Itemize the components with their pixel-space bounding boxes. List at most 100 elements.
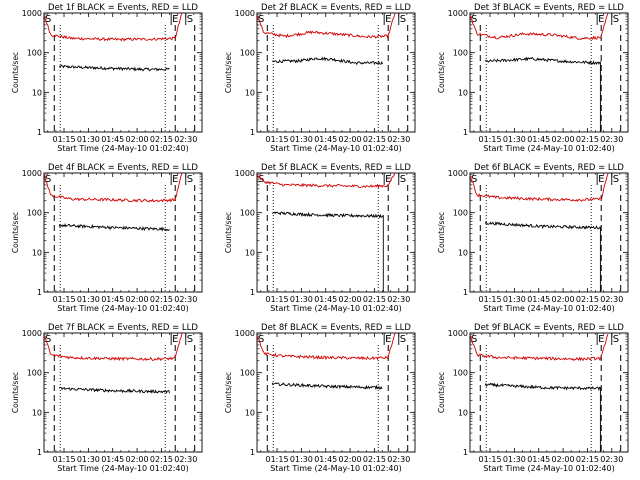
y-tick-label: 1000 (22, 9, 42, 18)
lld-series-line (469, 12, 609, 40)
y-tick-label: 1000 (448, 169, 468, 178)
x-tick-label: 02:00 (339, 295, 362, 304)
x-tick-label: 02:30 (387, 135, 410, 144)
y-tick-label: 100 (27, 369, 42, 378)
x-tick-label: 02:15 (150, 135, 173, 144)
x-tick-label: 02:15 (363, 135, 386, 144)
x-tick-label: 02:15 (576, 295, 599, 304)
event-marker-label: E (598, 174, 604, 185)
y-tick-label: 10 (245, 248, 255, 257)
panel-title: Det 1f BLACK = Events, RED = LLD (48, 3, 198, 13)
x-tick-label: 01:15 (52, 135, 75, 144)
lld-series-line (469, 173, 609, 203)
x-tick-label: 01:30 (77, 295, 100, 304)
y-axis-label: Counts/sec (224, 372, 233, 413)
event-marker-label: S (187, 334, 193, 345)
x-tick-label: 02:30 (174, 135, 197, 144)
event-marker-label: E (598, 334, 604, 345)
y-axis-label: Counts/sec (11, 212, 20, 253)
y-tick-label: 1 (463, 448, 468, 457)
x-tick-label: 01:30 (290, 455, 313, 464)
event-marker-label: S (400, 174, 406, 185)
y-tick-label: 10 (245, 408, 255, 417)
plot-frame (43, 12, 203, 133)
y-tick-label: 1 (37, 288, 42, 297)
event-marker-label: E (172, 14, 178, 25)
x-tick-label: 01:15 (478, 455, 501, 464)
event-marker-label: S (258, 334, 264, 345)
y-tick-label: 1000 (448, 9, 468, 18)
y-axis-label: Counts/sec (11, 372, 20, 413)
x-tick-label: 01:45 (101, 295, 124, 304)
y-tick-label: 100 (240, 209, 255, 218)
x-tick-label: 01:15 (265, 455, 288, 464)
detector-panel-5: Det 5f BLACK = Events, RED = LLD 1 10 100 10… (224, 163, 416, 313)
event-marker-label: S (187, 174, 193, 185)
event-marker-label: S (400, 14, 406, 25)
events-series-line (484, 382, 601, 452)
y-tick-label: 10 (32, 88, 42, 97)
event-marker-label: S (187, 14, 193, 25)
y-tick-label: 100 (453, 49, 468, 58)
y-tick-label: 100 (27, 209, 42, 218)
x-axis-label: Start Time (24-May-10 01:02:40) (57, 304, 188, 313)
y-tick-label: 10 (458, 408, 468, 417)
detector-panel-8: Det 8f BLACK = Events, RED = LLD 1 10 100 10… (224, 323, 416, 473)
detector-panel-1: Det 1f BLACK = Events, RED = LLD 1 10 100 10… (11, 3, 203, 153)
x-tick-label: 02:15 (576, 455, 599, 464)
y-tick-label: 10 (32, 408, 42, 417)
x-tick-label: 02:30 (600, 135, 623, 144)
x-axis-label: Start Time (24-May-10 01:02:40) (57, 464, 188, 473)
detector-panel-3: Det 3f BLACK = Events, RED = LLD 1 10 100 10… (437, 3, 629, 153)
event-marker-label: S (471, 14, 477, 25)
x-tick-label: 02:30 (600, 295, 623, 304)
events-series-line (271, 56, 383, 66)
x-tick-label: 01:45 (101, 135, 124, 144)
x-axis-label: Start Time (24-May-10 01:02:40) (483, 304, 614, 313)
x-tick-label: 01:15 (265, 295, 288, 304)
y-tick-label: 1000 (22, 329, 42, 338)
x-tick-label: 01:15 (478, 295, 501, 304)
panel-title: Det 5f BLACK = Events, RED = LLD (261, 163, 411, 173)
detector-panel-2: Det 2f BLACK = Events, RED = LLD 1 10 100 10… (224, 3, 416, 153)
x-tick-label: 02:00 (339, 135, 362, 144)
event-marker-label: E (598, 14, 604, 25)
y-tick-label: 100 (240, 369, 255, 378)
event-marker-label: S (45, 14, 51, 25)
detector-panel-6: Det 6f BLACK = Events, RED = LLD 1 10 100 10… (437, 163, 629, 313)
x-tick-label: 01:30 (290, 135, 313, 144)
event-marker-label: S (471, 334, 477, 345)
y-tick-label: 100 (240, 49, 255, 58)
detector-panel-9: Det 9f BLACK = Events, RED = LLD 1 10 100 10… (437, 323, 629, 473)
x-tick-label: 02:00 (552, 455, 575, 464)
plot-frame (469, 12, 629, 133)
x-tick-label: 02:15 (363, 455, 386, 464)
y-tick-label: 1 (463, 128, 468, 137)
x-tick-label: 01:45 (527, 135, 550, 144)
y-tick-label: 10 (245, 88, 255, 97)
x-axis-label: Start Time (24-May-10 01:02:40) (270, 464, 401, 473)
event-marker-label: E (172, 334, 178, 345)
y-tick-label: 1000 (235, 9, 255, 18)
x-tick-label: 02:15 (576, 135, 599, 144)
x-tick-label: 01:15 (52, 455, 75, 464)
plot-frame (256, 172, 416, 293)
x-axis-label: Start Time (24-May-10 01:02:40) (270, 144, 401, 153)
detector-panel-4: Det 4f BLACK = Events, RED = LLD 1 10 100 10… (11, 163, 203, 313)
x-tick-label: 02:00 (552, 135, 575, 144)
y-tick-label: 10 (458, 88, 468, 97)
event-marker-label: S (258, 14, 264, 25)
x-tick-label: 01:30 (503, 135, 526, 144)
panel-title: Det 2f BLACK = Events, RED = LLD (261, 3, 411, 13)
events-series-line (58, 386, 170, 395)
events-series-line (58, 222, 170, 232)
x-tick-label: 02:15 (150, 455, 173, 464)
plot-frame (43, 332, 203, 453)
y-axis-label: Counts/sec (437, 372, 446, 413)
x-tick-label: 01:30 (77, 455, 100, 464)
event-marker-label: E (385, 174, 391, 185)
x-tick-label: 02:00 (126, 135, 149, 144)
y-tick-label: 1000 (22, 169, 42, 178)
event-marker-label: E (385, 14, 391, 25)
plot-frame (469, 332, 629, 453)
